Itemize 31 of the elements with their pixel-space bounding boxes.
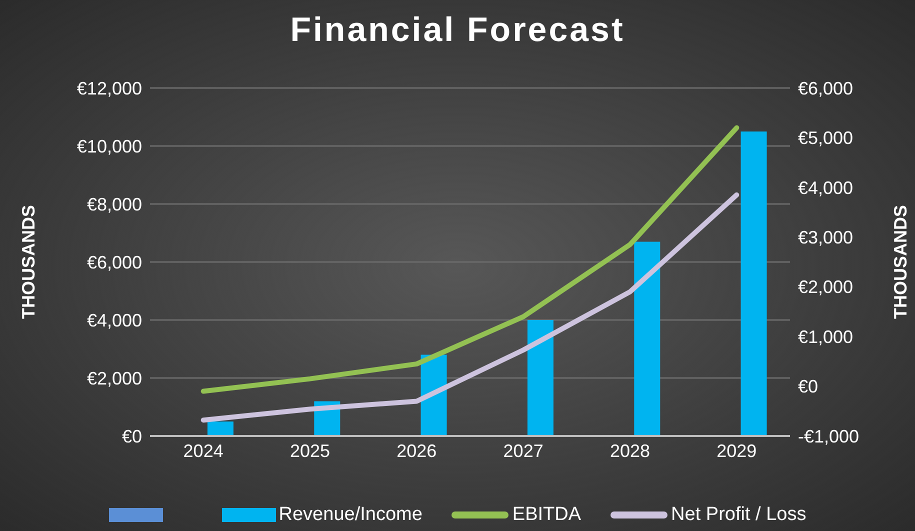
y-tick-label: €2,000 [86,368,142,388]
legend-label: Revenue/Income [278,504,422,526]
y-tick-label: €8,000 [86,194,142,214]
bar [740,132,767,436]
legend-label: EBITDA [512,504,582,526]
bar [207,422,234,436]
y-tick-label: €4,000 [86,310,142,330]
bar [634,242,660,436]
y-tick-label: €12,000 [76,78,142,98]
y-axis-title: THOUSANDS [18,204,38,320]
x-tick-label: 2028 [610,440,650,461]
y-tick-label: €10,000 [76,136,142,156]
legend-label: Net Profit / Loss [671,504,806,526]
y-tick-label: €0 [122,426,142,446]
y-tick-label: €6,000 [86,252,142,272]
y2-tick-label: €4,000 [798,178,854,198]
y2-tick-label: €2,000 [798,277,854,298]
chart-title: Financial Forecast [289,10,626,50]
x-tick-label: 2024 [183,440,224,461]
y2-tick-label: €6,000 [798,78,854,98]
bar [527,320,554,436]
y2-tick-label: €3,000 [798,228,854,248]
y2-tick-label: €0 [798,376,818,397]
x-tick-label: 2025 [290,440,330,461]
y2-tick-label: €1,000 [798,326,854,347]
x-tick-label: 2027 [503,440,544,461]
x-tick-label: 2026 [396,440,437,461]
y2-tick-label: €5,000 [798,128,854,148]
x-tick-label: 2029 [716,440,757,461]
y2-axis-title: THOUSANDS [890,204,910,320]
y2-tick-label: -€1,000 [798,426,860,446]
